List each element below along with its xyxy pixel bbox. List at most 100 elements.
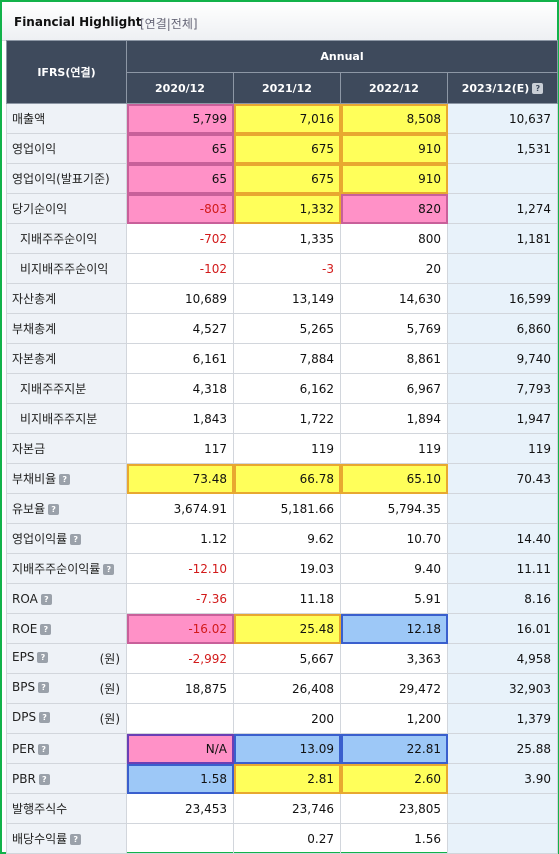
value-cell: 22.81 [340, 733, 448, 764]
column-header-label: 2020/12 [155, 81, 205, 95]
row-label-cell: 자본총계 [6, 343, 127, 374]
value-cell: 800 [340, 223, 448, 254]
row-label: 자산총계 [12, 292, 57, 306]
value-cell: 119 [446, 433, 559, 464]
row-label: 부채비율 [12, 472, 57, 486]
value-cell: 1.56 [340, 823, 448, 854]
help-question-icon[interactable]: ? [38, 773, 50, 785]
row-label: 지배주주순이익률 [12, 562, 101, 576]
row-label: PER [12, 741, 36, 756]
value-cell: 675 [233, 133, 341, 164]
row-label-cell: 매출액 [6, 103, 127, 134]
value-cell: 26,408 [233, 673, 341, 704]
column-header-label: 2023/12(E) [461, 81, 530, 95]
value-cell: 23,453 [126, 793, 234, 824]
panel-title: Financial Highlight [14, 15, 142, 29]
row-label: 배당수익률 [12, 832, 68, 846]
value-cell: 7,016 [233, 103, 341, 134]
help-question-icon[interactable]: ? [70, 834, 82, 845]
row-label: 비지배주주지분 [20, 412, 98, 426]
table-row: 자본금 117 119 119 119 [6, 433, 559, 464]
help-question-icon[interactable]: ? [59, 474, 71, 485]
table-row: ROE? -16.02 25.48 12.18 16.01 [6, 613, 559, 644]
value-cell: 9.40 [340, 553, 448, 584]
value-cell: 10,637 [446, 103, 559, 134]
value-cell [446, 163, 559, 194]
value-cell: 65.10 [340, 463, 448, 494]
value-cell [446, 253, 559, 284]
value-cell: 11.11 [446, 553, 559, 584]
value-cell: 1,332 [233, 193, 341, 224]
row-label: 지배주주지분 [20, 382, 87, 396]
column-header-label: 2022/12 [369, 81, 419, 95]
value-cell: 12.18 [340, 613, 448, 644]
row-label: 유보율 [12, 502, 46, 516]
value-cell: 117 [126, 433, 234, 464]
value-cell: 2.81 [233, 763, 341, 794]
value-cell: -702 [126, 223, 234, 254]
value-cell: 16,599 [446, 283, 559, 314]
column-header: 2022/12 [340, 72, 448, 104]
row-label: PBR [12, 771, 36, 786]
value-cell: 5.91 [340, 583, 448, 614]
value-cell: 14.40 [446, 523, 559, 554]
value-cell: N/A [126, 733, 234, 764]
help-question-icon[interactable]: ? [70, 534, 82, 545]
table-row: 발행주식수 23,453 23,746 23,805 [6, 793, 559, 824]
value-cell: 0.27 [233, 823, 341, 854]
row-label-cell: ROE? [6, 613, 127, 644]
row-label-cell: DPS? (원) [6, 703, 127, 734]
table-row: 지배주주순이익률? -12.10 19.03 9.40 11.11 [6, 553, 559, 584]
unit-label: (원) [99, 682, 120, 696]
help-question-icon[interactable]: ? [40, 593, 52, 605]
row-label: 영업이익(발표기준) [12, 172, 110, 186]
value-cell: 19.03 [233, 553, 341, 584]
help-question-icon[interactable]: ? [532, 83, 544, 94]
value-cell: 5,181.66 [233, 493, 341, 524]
row-label-cell: 자본금 [6, 433, 127, 464]
help-question-icon[interactable]: ? [37, 652, 49, 663]
row-label: ROA [12, 591, 38, 606]
help-question-icon[interactable]: ? [40, 623, 52, 635]
value-cell: -102 [126, 253, 234, 284]
value-cell [446, 493, 559, 524]
value-cell: 1,181 [446, 223, 559, 254]
table-row: 유보율? 3,674.91 5,181.66 5,794.35 [6, 493, 559, 524]
value-cell: 10,689 [126, 283, 234, 314]
value-cell: 1,335 [233, 223, 341, 254]
row-label-cell: 영업이익(발표기준) [6, 163, 127, 194]
value-cell: 16.01 [446, 613, 559, 644]
panel-subtitle[interactable]: [연결|전체] [140, 17, 198, 31]
value-cell: 1,894 [340, 403, 448, 434]
row-label: 발행주식수 [12, 802, 68, 816]
value-cell: 32,903 [446, 673, 559, 704]
row-label: 지배주주순이익 [20, 232, 98, 246]
value-cell: 65 [126, 133, 234, 164]
value-cell: 119 [233, 433, 341, 464]
value-cell: 25.48 [233, 613, 341, 644]
value-cell: 18,875 [126, 673, 234, 704]
table-row: 지배주주순이익 -702 1,335 800 1,181 [6, 223, 559, 254]
help-question-icon[interactable]: ? [38, 743, 50, 755]
value-cell: 8,861 [340, 343, 448, 374]
help-question-icon[interactable]: ? [38, 682, 50, 693]
value-cell: 25.88 [446, 733, 559, 764]
table-row: 당기순이익 -803 1,332 820 1,274 [6, 193, 559, 224]
value-cell [446, 793, 559, 824]
value-cell: 9,740 [446, 343, 559, 374]
value-cell: 5,794.35 [340, 493, 448, 524]
help-question-icon[interactable]: ? [39, 712, 51, 723]
value-cell: 675 [233, 163, 341, 194]
value-cell: 5,265 [233, 313, 341, 344]
value-cell: 13.09 [233, 733, 341, 764]
value-cell: 10.70 [340, 523, 448, 554]
value-cell: 1,379 [446, 703, 559, 734]
row-label-cell: 지배주주지분 [6, 373, 127, 404]
row-label-cell: 유보율? [6, 493, 127, 524]
row-label: 자본금 [12, 442, 46, 456]
help-question-icon[interactable]: ? [103, 564, 115, 575]
help-question-icon[interactable]: ? [48, 504, 60, 515]
value-cell: 4,958 [446, 643, 559, 674]
column-header-estimate: 2023/12(E)? [446, 72, 559, 104]
